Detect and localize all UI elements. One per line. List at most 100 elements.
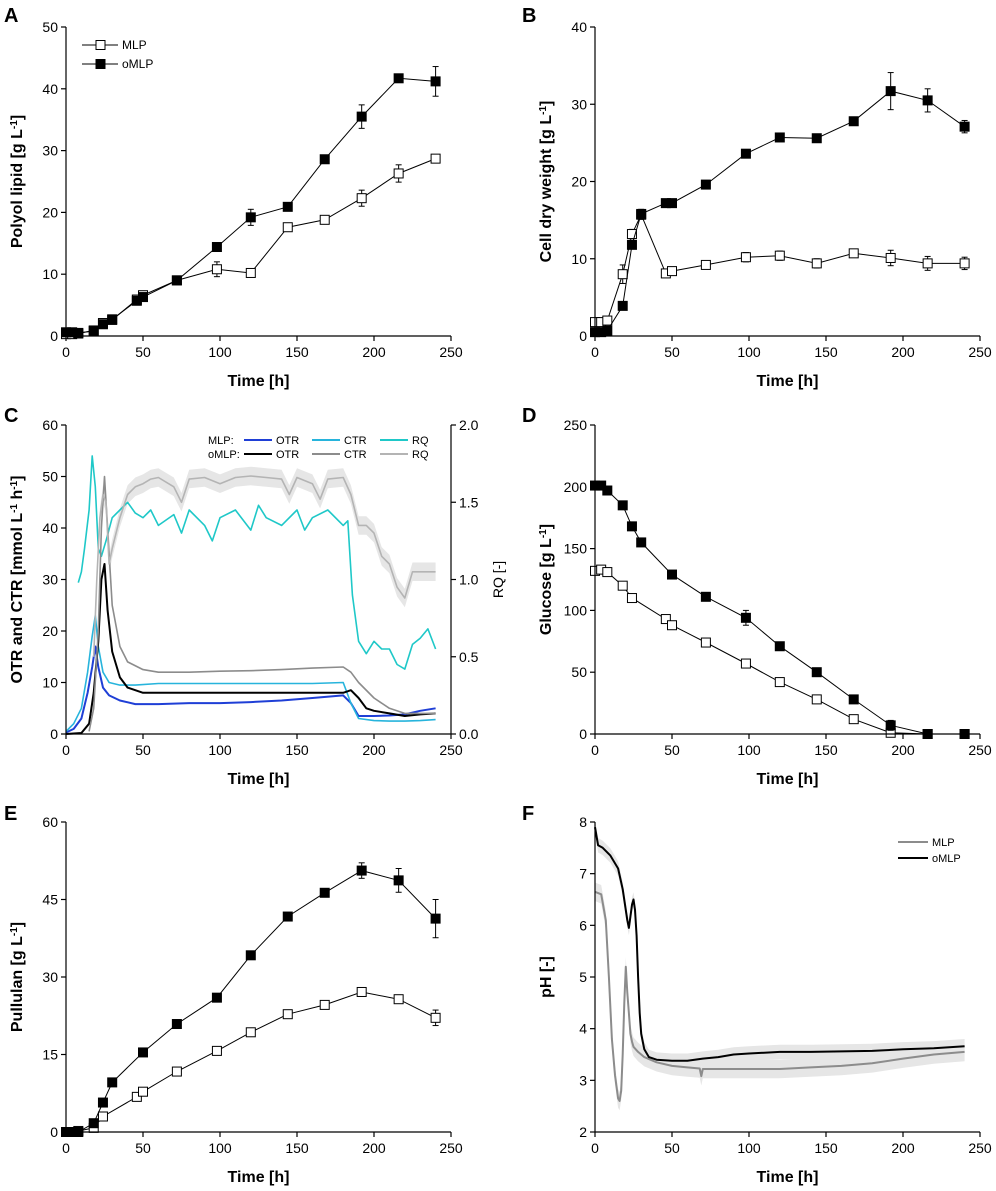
y-tick-label: 60 — [42, 814, 58, 830]
y-right-tick-label: 0.0 — [459, 726, 479, 742]
mlp-point — [700, 637, 711, 648]
y-tick-label: 3 — [579, 1072, 587, 1088]
omlp-line — [66, 870, 436, 1133]
mlp-point — [626, 229, 637, 240]
mlp-point — [430, 1012, 441, 1023]
legend-entry-label: RQ — [412, 435, 429, 447]
omlp-point — [107, 1077, 118, 1088]
y-axis-title-part: Pullulan [g L — [9, 936, 26, 1032]
x-tick-label: 250 — [439, 1140, 463, 1156]
omlp-point — [636, 208, 647, 219]
x-tick-label: 150 — [814, 1140, 838, 1156]
omlp-point — [959, 121, 970, 132]
y-tick-label: 10 — [42, 266, 58, 282]
omlp-point — [740, 148, 751, 159]
y-tick-label: 4 — [579, 1021, 587, 1037]
y-axis-title-part: ] — [9, 475, 26, 480]
x-tick-label: 250 — [439, 344, 463, 360]
omlp-point — [636, 537, 647, 548]
x-tick-label: 150 — [285, 1140, 309, 1156]
omlp-point — [282, 201, 293, 212]
mlp-point — [211, 264, 222, 275]
mlp-point — [356, 193, 367, 204]
mlp-point — [393, 168, 404, 179]
legend-row-label: MLP: — [208, 435, 234, 447]
mlp-point — [700, 259, 711, 270]
omlp-point — [626, 521, 637, 532]
panel-b: B 0 50 100 150 200 250 0 10 20 30 40 Time [h] Cell dr… — [522, 5, 992, 390]
x-tick-label: 50 — [664, 1140, 680, 1156]
y-axis-title-part: Polyol lipid [g L — [9, 129, 26, 248]
x-tick-label: 50 — [664, 742, 680, 758]
mlp-point — [393, 994, 404, 1005]
mlp-point — [617, 269, 628, 280]
mlp-point — [245, 267, 256, 278]
y-tick-label: 30 — [42, 572, 58, 588]
x-axis-title: Time [h] — [757, 771, 819, 788]
mlp-line — [594, 569, 965, 735]
x-tick-label: 100 — [737, 742, 761, 758]
y-right-tick-label: 2.0 — [459, 417, 479, 433]
y-axis-title: OTR and CTR [mmol L-1 h-1] — [9, 475, 27, 683]
omlp-point — [282, 911, 293, 922]
y-axis-title-part: ] — [9, 115, 26, 120]
legend-entry-label: RQ — [412, 449, 429, 461]
mlp-point — [811, 258, 822, 269]
mlp-band — [595, 882, 965, 1111]
panel-letter: E — [4, 803, 17, 825]
mlp-point — [617, 580, 628, 591]
x-tick-label: 200 — [891, 1140, 915, 1156]
x-axis-title: Time [h] — [228, 1169, 290, 1186]
y-tick-label: 7 — [579, 866, 587, 882]
omlp-point — [73, 327, 84, 338]
x-tick-label: 150 — [814, 344, 838, 360]
y-tick-label: 100 — [564, 602, 588, 618]
x-tick-label: 100 — [208, 742, 232, 758]
mlp-point — [602, 315, 613, 326]
y-axis-title-superscript: -1 — [9, 120, 20, 129]
y-axis-title: Pullulan [g L-1] — [9, 922, 27, 1032]
x-axis-title: Time [h] — [757, 373, 819, 390]
x-axis-title: Time [h] — [757, 1169, 819, 1186]
mlp-point — [97, 1111, 108, 1122]
y-tick-label: 50 — [571, 664, 587, 680]
y-tick-label: 250 — [564, 417, 588, 433]
x-tick-label: 250 — [968, 742, 992, 758]
mlp-point — [774, 677, 785, 688]
omlp-point — [885, 86, 896, 97]
y-axis-title-superscript: -1 — [538, 106, 549, 115]
omlp-point — [97, 1097, 108, 1108]
x-axis-title: Time [h] — [228, 373, 290, 390]
legend-label: MLP — [932, 837, 955, 849]
mlp-point — [959, 258, 970, 269]
x-tick-label: 0 — [62, 742, 70, 758]
y-tick-label: 0 — [50, 726, 58, 742]
omlp-point — [211, 242, 222, 253]
mlp-point — [245, 1027, 256, 1038]
y-axis-title: Cell dry weight [g L-1] — [538, 101, 556, 263]
x-tick-label: 200 — [891, 344, 915, 360]
mlp-point — [848, 248, 859, 259]
omlp-point — [430, 913, 441, 924]
mlp-point — [319, 999, 330, 1010]
panel-d: D 0 50 100 150 200 250 0 50 100 150 200 250 Time [h] G… — [522, 405, 992, 788]
omlp-point — [356, 865, 367, 876]
mlp-otr-line — [65, 645, 436, 734]
mlp-point — [319, 214, 330, 225]
y-tick-label: 2 — [579, 1124, 587, 1140]
y-tick-label: 20 — [42, 204, 58, 220]
legend-label: MLP — [122, 38, 147, 52]
y-axis-title: Glucose [g L-1] — [538, 524, 556, 635]
panel-letter: F — [522, 803, 534, 825]
x-tick-label: 0 — [591, 1140, 599, 1156]
omlp-point — [393, 875, 404, 886]
omlp-point — [319, 154, 330, 165]
y-axis-title-part: ] — [538, 524, 555, 529]
panel-letter: A — [4, 5, 18, 27]
omlp-point — [319, 887, 330, 898]
mlp-point — [282, 1009, 293, 1020]
panel-letter: D — [522, 405, 536, 427]
omlp-ph-line — [594, 827, 965, 1062]
legend-entry-label: CTR — [344, 435, 367, 447]
omlp-point — [922, 95, 933, 106]
